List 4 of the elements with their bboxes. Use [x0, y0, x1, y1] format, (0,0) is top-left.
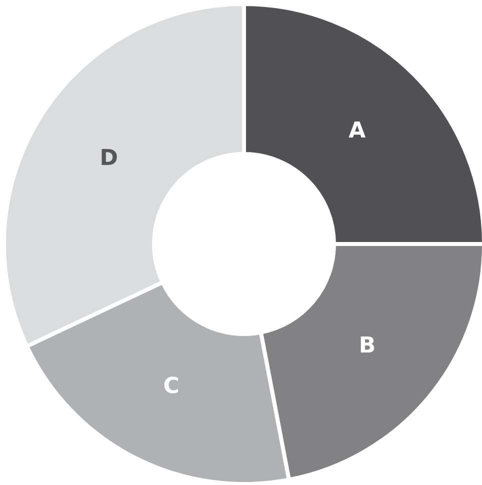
slice-label: D [100, 146, 118, 171]
slice-label: C [163, 374, 180, 400]
slice-label: A [348, 118, 366, 144]
slice-label: B [358, 333, 376, 358]
